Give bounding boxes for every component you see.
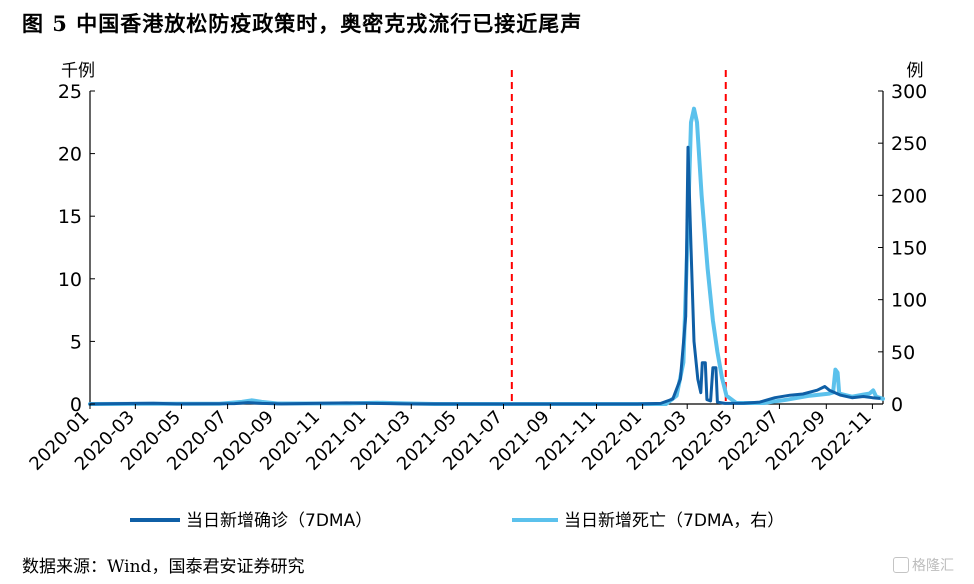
chart: 05101520250501001502002503002020-012020-… [25, 61, 927, 531]
right-tick-label: 100 [891, 290, 927, 312]
left-tick-label: 10 [58, 269, 82, 291]
watermark-logo-icon [893, 557, 909, 573]
event-lines [510, 70, 727, 404]
right-tick-label: 300 [891, 81, 927, 103]
right-tick-label: 250 [891, 133, 927, 155]
right-axis-unit-label: 例 [907, 61, 924, 81]
legend-label-cases: 当日新增确诊（7DMA） [186, 511, 372, 531]
right-tick-label: 200 [891, 185, 927, 207]
figure-source: 数据来源：Wind，国泰君安证券研究 [22, 557, 305, 577]
left-axis-unit-label: 千例 [61, 61, 95, 81]
left-tick-label: 5 [70, 331, 82, 353]
right-tick-label: 0 [891, 394, 903, 416]
legend-label-deaths: 当日新增死亡（7DMA，右） [564, 511, 784, 531]
left-tick-label: 15 [58, 206, 82, 228]
watermark: 格隆汇 [893, 555, 954, 575]
right-tick-label: 50 [891, 342, 915, 364]
axes-frame [89, 91, 884, 405]
watermark-text: 格隆汇 [912, 558, 954, 574]
figure-title: 图 5 中国香港放松防疫政策时，奥密克戎流行已接近尾声 [22, 11, 583, 36]
left-tick-label: 20 [58, 144, 82, 166]
series-line-new-deaths [88, 106, 885, 406]
legend: 当日新增确诊（7DMA） 当日新增死亡（7DMA，右） [130, 511, 784, 531]
series-line-new-cases [88, 145, 881, 406]
right-tick-label: 150 [891, 238, 927, 260]
left-tick-label: 25 [58, 81, 82, 103]
axis-ticks: 05101520250501001502002503002020-012020-… [25, 81, 927, 475]
left-tick-label: 0 [70, 394, 82, 416]
series-lines [88, 106, 885, 406]
